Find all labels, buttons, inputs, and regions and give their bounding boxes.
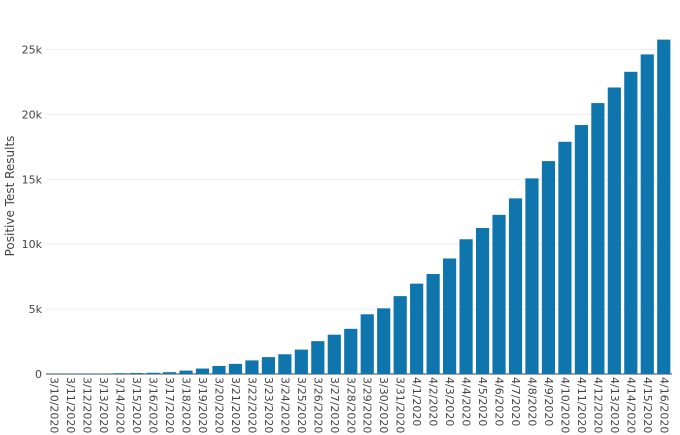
bar — [410, 283, 424, 374]
x-tick-label: 3/24/2020 — [278, 377, 291, 433]
x-tick-label: 3/29/2020 — [361, 377, 374, 433]
x-tick-label: 3/26/2020 — [311, 377, 324, 433]
x-tick-label: 4/5/2020 — [476, 377, 489, 426]
bar — [377, 308, 391, 374]
bar — [492, 214, 506, 374]
bar — [459, 239, 473, 374]
x-tick-label: 3/13/2020 — [97, 377, 110, 433]
bar — [228, 363, 243, 374]
x-tick-label: 4/13/2020 — [608, 377, 621, 433]
bar — [245, 360, 259, 374]
bars — [47, 39, 671, 375]
x-tick-label: 3/11/2020 — [64, 377, 77, 433]
y-tick-label: 0 — [35, 368, 42, 381]
x-tick-label: 3/31/2020 — [394, 377, 407, 433]
bar — [508, 198, 523, 374]
bar — [607, 87, 621, 375]
bar — [327, 334, 341, 374]
x-tick-label: 4/15/2020 — [641, 377, 654, 433]
bar — [278, 354, 292, 374]
bar — [360, 314, 374, 374]
x-tick-label: 3/15/2020 — [130, 377, 143, 433]
bar — [162, 372, 177, 374]
bar — [344, 328, 358, 374]
bar — [261, 357, 275, 374]
x-tick-label: 3/22/2020 — [245, 377, 258, 433]
x-tick-label: 3/10/2020 — [48, 377, 61, 433]
y-tick-label: 5k — [29, 303, 43, 316]
bar — [591, 103, 605, 374]
y-tick-label: 15k — [22, 173, 43, 186]
bar — [475, 227, 490, 374]
y-axis-title: Positive Test Results — [3, 136, 17, 257]
bar — [624, 71, 638, 374]
bar — [195, 368, 210, 374]
x-tick-label: 3/21/2020 — [229, 377, 242, 433]
x-tick-label: 3/23/2020 — [262, 377, 275, 433]
x-tick-label: 4/8/2020 — [525, 377, 538, 426]
x-tick-label: 3/17/2020 — [163, 377, 176, 433]
x-tick-label: 4/7/2020 — [509, 377, 522, 426]
bar — [443, 258, 457, 374]
bar — [541, 161, 556, 374]
y-tick-label: 10k — [22, 238, 43, 251]
bar — [657, 39, 671, 374]
bar — [212, 365, 226, 374]
bar — [179, 370, 193, 374]
bar — [525, 178, 539, 374]
x-tick-label: 4/6/2020 — [493, 377, 506, 426]
x-tick-label: 4/16/2020 — [657, 377, 670, 433]
bar — [294, 349, 308, 374]
x-tick-label: 4/10/2020 — [558, 377, 571, 433]
x-tick-label: 3/19/2020 — [196, 377, 209, 433]
x-tick-label: 4/14/2020 — [624, 377, 637, 433]
bar — [113, 373, 127, 374]
x-tick-label: 3/20/2020 — [212, 377, 225, 433]
x-tick-labels: 3/10/2020 3/11/2020 3/12/2020 3/13/2020 3/14… — [48, 377, 671, 433]
x-tick-label: 4/1/2020 — [410, 377, 423, 426]
bar — [574, 125, 588, 375]
x-tick-label: 3/12/2020 — [81, 377, 94, 433]
bar — [311, 341, 325, 374]
x-tick-label: 4/11/2020 — [575, 377, 588, 433]
x-tick-label: 3/27/2020 — [328, 377, 341, 433]
x-tick-label: 3/16/2020 — [147, 377, 160, 433]
y-tick-label: 20k — [22, 108, 43, 121]
x-tick-label: 3/18/2020 — [180, 377, 193, 433]
x-tick-label: 3/28/2020 — [344, 377, 357, 433]
x-tick-label: 3/25/2020 — [295, 377, 308, 433]
y-tick-label: 25k — [22, 43, 43, 56]
x-tick-label: 3/30/2020 — [377, 377, 390, 433]
x-tick-label: 4/3/2020 — [443, 377, 456, 426]
x-tick-label: 4/12/2020 — [591, 377, 604, 433]
x-tick-label: 4/9/2020 — [542, 377, 555, 426]
bar — [130, 373, 144, 374]
bar — [146, 372, 160, 374]
y-tick-labels: 0 5k 10k 15k 20k 25k — [22, 43, 43, 381]
bar — [393, 296, 407, 374]
x-tick-label: 4/2/2020 — [427, 377, 440, 426]
bar — [558, 141, 572, 374]
x-tick-label: 4/4/2020 — [460, 377, 473, 426]
x-tick-label: 3/14/2020 — [114, 377, 127, 433]
bar — [640, 54, 654, 374]
bar — [426, 274, 440, 374]
